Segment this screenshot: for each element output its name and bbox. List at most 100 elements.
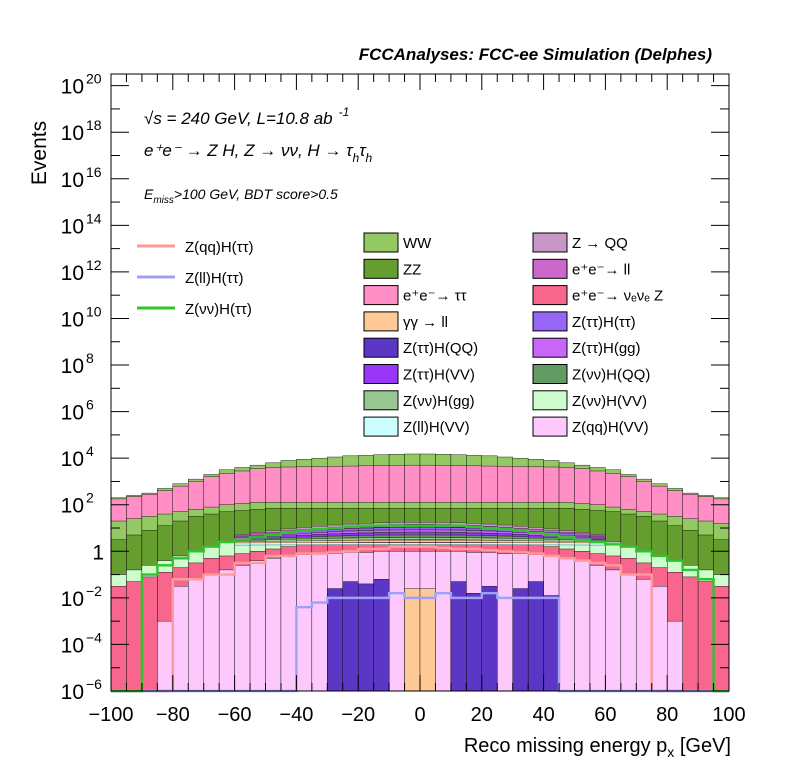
legend-label: Z(ττ)H(VV) [403,367,475,384]
y-tick-exponent: 6 [86,397,94,413]
thin-band-7 [450,540,467,543]
y-tick-label: 10 [61,169,84,192]
thin-band-5 [435,534,452,538]
bar-7 [358,583,374,692]
thin-band-8 [234,542,251,546]
bar-6 [620,574,637,692]
bar-gamma-gamma [404,588,421,692]
thin-band-6 [419,537,436,540]
thin-band-3 [450,530,467,533]
x-tick-label: −100 [88,704,133,726]
thin-band-7 [512,540,529,543]
thin-band-0 [311,525,328,529]
legend-swatch [532,337,568,358]
x-tick-label: 20 [471,704,493,726]
x-tick-label: −60 [218,704,252,726]
x-axis-label-text: Reco missing energy p [464,735,667,757]
legend-swatch [532,311,568,332]
thin-band-6 [358,537,374,541]
y-tick-label: 1 [92,541,104,564]
thin-band-0 [435,522,452,525]
legend-label: Z(νν)H(gg) [403,393,475,410]
bar-6 [651,586,668,692]
line-0 [111,545,729,693]
legend-label: Z(νν)H(QQ) [572,367,650,384]
x-tick-label: −80 [156,704,190,726]
thin-band-8 [342,542,359,545]
x-tick-label: −40 [279,704,313,726]
annotation-cut-sub: miss [153,195,174,206]
legend-swatch [363,390,399,411]
thin-band-5 [466,535,482,538]
thin-band-6 [404,537,421,540]
thin-band-8 [311,542,328,546]
thin-band-3 [404,529,421,533]
thin-band-4 [358,532,374,536]
bar-6 [249,560,266,692]
y-tick-label: 10 [61,76,84,99]
bar-5 [141,576,158,692]
thin-band-5 [388,534,405,538]
thin-band-3 [497,531,513,534]
thin-band-0 [466,523,482,526]
legend-label: Z(qq)H(VV) [572,419,649,436]
bar-5 [110,586,127,692]
x-tick-label: 80 [656,704,678,726]
x-tick-label: 100 [712,704,745,726]
thin-band-8 [589,542,606,546]
annotation-cut-text: >100 GeV, BDT score>0.5 [174,186,338,202]
y-tick-exponent: 14 [86,210,102,226]
annotation-energy: √s = 240 GeV, L=10.8 ab -1 [144,105,349,128]
bar-7 [481,586,498,692]
bar-7 [373,579,390,692]
thin-band-8 [512,542,529,546]
legend-swatch [363,232,399,253]
bar-7 [543,595,560,692]
annotation-lumi-exp: -1 [339,105,350,119]
thin-band-2 [466,528,482,531]
legend-label: Z(νν)H(VV) [572,393,647,410]
thin-band-8 [373,542,390,545]
thin-band-6 [512,538,529,541]
thin-band-8 [358,542,374,545]
y-tick-label: 10 [61,402,84,425]
y-tick-exponent: 20 [86,71,102,87]
thin-band-3 [481,530,498,534]
thin-band-3 [311,532,328,535]
thin-band-2 [327,529,343,532]
legend-swatch [363,416,399,437]
x-axis-label-unit: [GeV] [674,735,731,757]
thin-band-8 [574,542,591,546]
thin-band-2 [373,527,390,531]
thin-band-8 [327,542,343,545]
line-2 [111,524,729,693]
legend-swatch [532,258,568,279]
bar-6 [667,620,683,692]
legend-line-label: Z(νν)H(ττ) [185,301,252,318]
thin-band-5 [373,535,390,538]
thin-band-4 [311,534,328,537]
thin-band-7 [358,540,374,543]
thin-band-7 [481,540,498,543]
y-tick-exponent: −6 [86,676,102,692]
thin-band-6 [466,537,482,541]
thin-band-3 [342,530,359,534]
thin-band-2 [450,527,467,531]
legend-swatch [363,337,399,358]
legend-label: Z(ττ)H(QQ) [403,340,478,357]
thin-band-3 [435,529,452,533]
bar-6 [172,586,189,692]
bar-6 [497,553,513,692]
legend-label: Z(ττ)H(ττ) [572,314,636,331]
thin-band-8 [558,542,575,546]
thin-band-0 [497,524,513,528]
thin-band-4 [404,532,421,535]
thin-band-4 [481,533,498,536]
thin-band-8 [466,542,482,545]
thin-band-5 [404,534,421,538]
thin-band-4 [497,533,513,537]
annotation-sqrt-symbol: √s = [144,109,181,128]
thin-band-5 [342,535,359,538]
